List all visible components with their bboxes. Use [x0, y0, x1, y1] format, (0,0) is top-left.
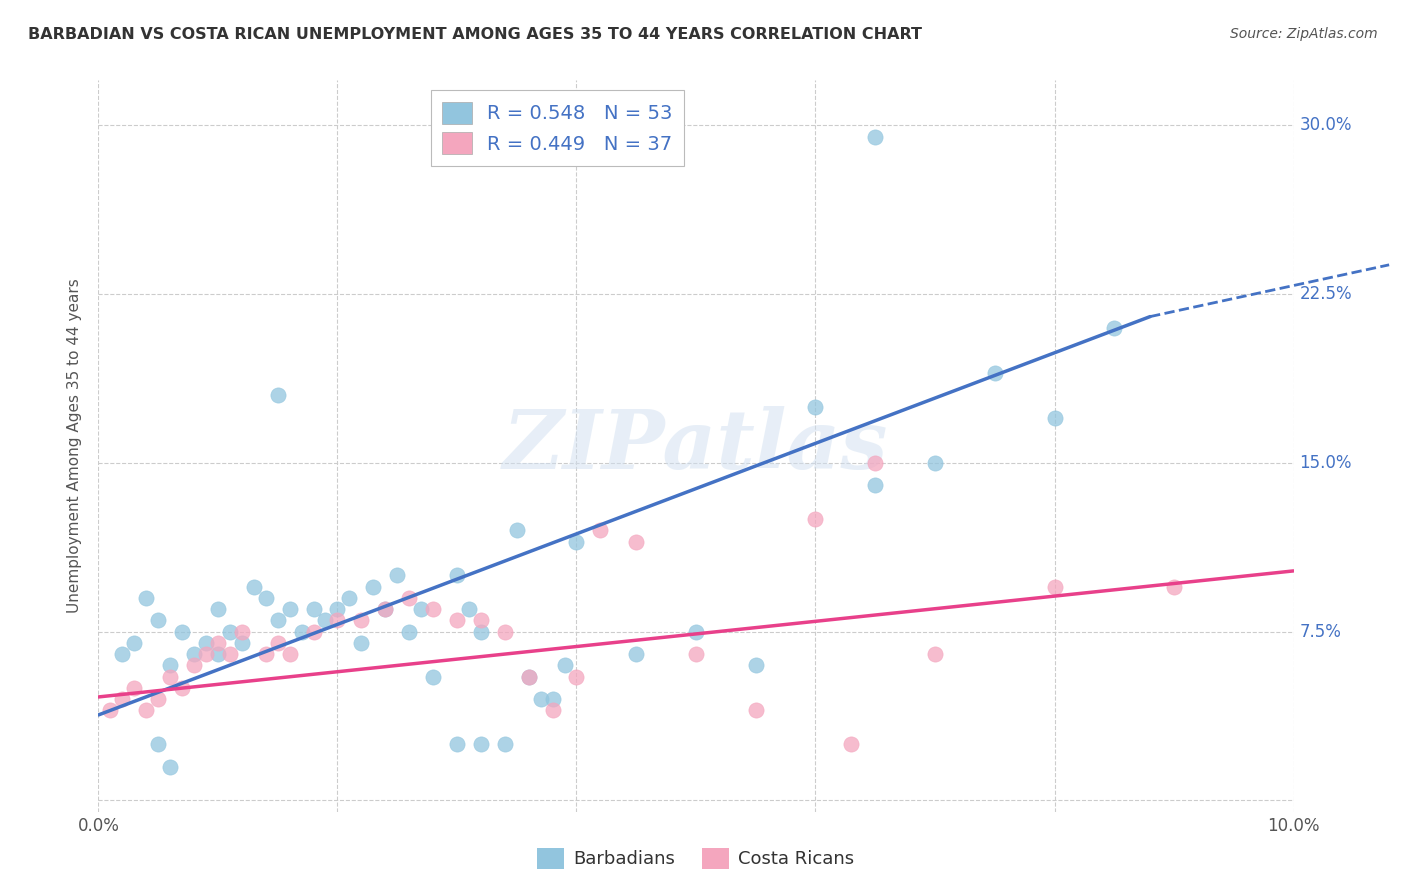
Point — [517, 670, 540, 684]
Point — [865, 129, 887, 144]
Point — [470, 737, 492, 751]
Point — [374, 602, 396, 616]
Point — [98, 703, 122, 717]
Point — [470, 614, 492, 628]
Point — [278, 647, 301, 661]
Point — [363, 580, 385, 594]
Point — [254, 591, 277, 605]
Point — [685, 647, 707, 661]
Point — [339, 591, 360, 605]
Point — [470, 624, 492, 639]
Text: 15.0%: 15.0% — [1299, 454, 1353, 472]
Point — [446, 568, 468, 582]
Point — [1163, 580, 1185, 594]
Point — [278, 602, 301, 616]
Y-axis label: Unemployment Among Ages 35 to 44 years: Unemployment Among Ages 35 to 44 years — [67, 278, 83, 614]
Point — [302, 624, 325, 639]
Point — [422, 670, 444, 684]
Point — [172, 681, 194, 695]
Point — [219, 647, 242, 661]
Legend: Barbadians, Costa Ricans: Barbadians, Costa Ricans — [530, 840, 862, 876]
Point — [804, 512, 827, 526]
Text: BARBADIAN VS COSTA RICAN UNEMPLOYMENT AMONG AGES 35 TO 44 YEARS CORRELATION CHAR: BARBADIAN VS COSTA RICAN UNEMPLOYMENT AM… — [28, 27, 922, 42]
Point — [983, 366, 1005, 380]
Point — [565, 670, 588, 684]
Point — [135, 591, 157, 605]
Point — [148, 692, 170, 706]
Point — [207, 636, 229, 650]
Point — [315, 614, 337, 628]
Point — [385, 568, 409, 582]
Point — [374, 602, 396, 616]
Point — [124, 681, 146, 695]
Point — [924, 456, 946, 470]
Point — [446, 614, 468, 628]
Point — [124, 636, 146, 650]
Point — [326, 614, 349, 628]
Point — [422, 602, 444, 616]
Point — [267, 388, 290, 402]
Point — [290, 624, 312, 639]
Point — [194, 647, 218, 661]
Point — [254, 647, 277, 661]
Point — [589, 524, 612, 538]
Point — [183, 647, 205, 661]
Point — [541, 692, 564, 706]
Point — [804, 400, 827, 414]
Point — [194, 636, 218, 650]
Point — [745, 658, 768, 673]
Point — [398, 591, 420, 605]
Point — [159, 658, 181, 673]
Point — [865, 478, 887, 492]
Point — [1104, 321, 1126, 335]
Point — [111, 647, 134, 661]
Point — [1043, 410, 1066, 425]
Point — [148, 737, 170, 751]
Point — [624, 647, 647, 661]
Point — [494, 737, 516, 751]
Point — [326, 602, 349, 616]
Point — [111, 692, 134, 706]
Point — [267, 614, 290, 628]
Point — [207, 602, 229, 616]
Point — [148, 614, 170, 628]
Point — [446, 737, 468, 751]
Point — [219, 624, 242, 639]
Point — [159, 760, 181, 774]
Text: 22.5%: 22.5% — [1299, 285, 1353, 303]
Point — [267, 636, 290, 650]
Point — [745, 703, 768, 717]
Point — [865, 456, 887, 470]
Point — [398, 624, 420, 639]
Point — [494, 624, 516, 639]
Point — [350, 614, 373, 628]
Point — [841, 737, 863, 751]
Point — [183, 658, 205, 673]
Text: ZIPatlas: ZIPatlas — [503, 406, 889, 486]
Point — [624, 534, 647, 549]
Point — [411, 602, 433, 616]
Point — [172, 624, 194, 639]
Point — [1043, 580, 1066, 594]
Point — [231, 636, 253, 650]
Point — [135, 703, 157, 717]
Text: Source: ZipAtlas.com: Source: ZipAtlas.com — [1230, 27, 1378, 41]
Point — [554, 658, 576, 673]
Point — [302, 602, 325, 616]
Point — [159, 670, 181, 684]
Point — [350, 636, 373, 650]
Point — [517, 670, 540, 684]
Point — [231, 624, 253, 639]
Point — [541, 703, 564, 717]
Point — [243, 580, 266, 594]
Point — [458, 602, 481, 616]
Point — [506, 524, 529, 538]
Text: 7.5%: 7.5% — [1299, 623, 1341, 640]
Point — [924, 647, 946, 661]
Point — [207, 647, 229, 661]
Point — [529, 692, 551, 706]
Point — [565, 534, 588, 549]
Point — [685, 624, 707, 639]
Text: 30.0%: 30.0% — [1299, 116, 1353, 135]
